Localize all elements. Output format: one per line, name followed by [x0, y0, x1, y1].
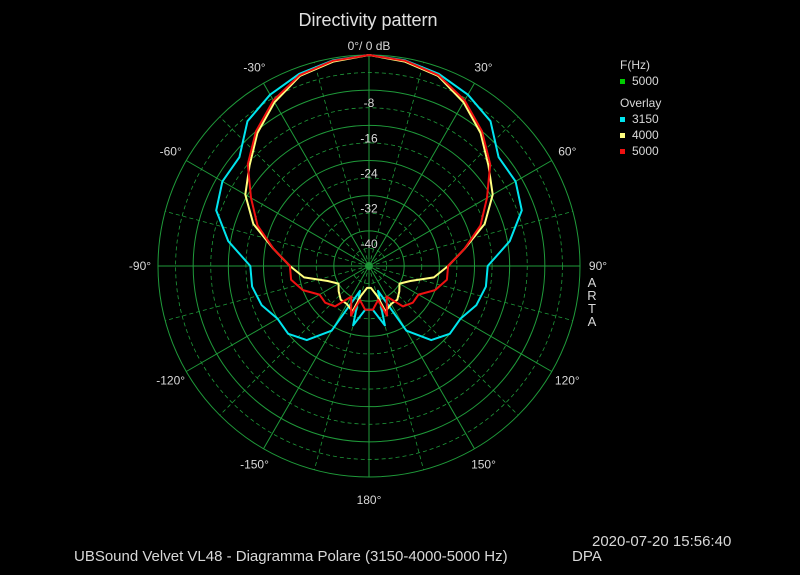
grid-spoke: [219, 265, 370, 416]
radial-tick-label: -24: [360, 167, 378, 181]
legend-label: 5000: [632, 74, 659, 88]
legend-label: 5000: [632, 144, 659, 158]
radial-tick-label: -32: [360, 202, 378, 216]
grid-spoke: [368, 116, 519, 267]
polar-grid: [157, 54, 581, 478]
angle-tick-label: 30°: [474, 61, 492, 75]
grid-spoke: [368, 160, 552, 267]
legend-item-overlay-4000: 4000: [620, 127, 661, 143]
angle-tick-label: 180°: [357, 493, 382, 507]
angle-tick-label: -150°: [240, 457, 269, 471]
chart-title: Directivity pattern: [298, 10, 438, 30]
angle-tick-label: -30°: [243, 61, 265, 75]
angle-tick-label: -90°: [129, 259, 151, 273]
legend-label: 4000: [632, 128, 659, 142]
grid-spoke: [368, 265, 573, 321]
footer-caption: UBSound Velvet VL48 - Diagramma Polare (…: [74, 548, 508, 565]
grid-spoke: [368, 62, 424, 267]
grid-spoke: [314, 62, 370, 267]
legend-swatch: [620, 132, 625, 138]
grid-spoke: [186, 160, 370, 267]
legend-item-overlay-5000: 5000: [620, 143, 661, 159]
legend-item-freq-5000: 5000: [620, 73, 661, 89]
angle-tick-label: -120°: [156, 374, 185, 388]
radial-tick-label: -16: [360, 131, 378, 145]
angle-tick-label: 150°: [471, 457, 496, 471]
legend-label: 3150: [632, 112, 659, 126]
legend-swatch: [620, 148, 625, 154]
polar-series: [215, 54, 523, 342]
grid-spoke: [263, 83, 370, 267]
grid-spoke: [368, 265, 519, 416]
angle-tick-label: 60°: [558, 145, 576, 159]
grid-spoke: [165, 265, 370, 321]
angle-tick-label: -60°: [160, 145, 182, 159]
radial-tick-label: 0°/ 0 dB: [348, 39, 391, 53]
legend-item-overlay-3150: 3150: [620, 111, 661, 127]
polar-labels: 0°/ 0 dB -8 -16 -24 -32 -40 -30° 30° -60° 60° -90°…: [129, 39, 607, 507]
legend-swatch: [620, 116, 625, 122]
angle-tick-label: 90°: [589, 259, 607, 273]
grid-spoke: [368, 83, 475, 267]
footer-tag: DPA: [572, 548, 602, 565]
angle-tick-label: 120°: [555, 374, 580, 388]
legend-overlay-header: Overlay: [620, 96, 662, 110]
grid-spoke: [219, 116, 370, 267]
datetime-stamp: 2020-07-20 15:56:40: [592, 533, 732, 550]
series-line-5000: [246, 54, 492, 317]
radial-tick-label: -40: [360, 237, 378, 251]
legend-swatch: [620, 78, 625, 84]
radial-tick-label: -8: [364, 96, 375, 110]
legend: F(Hz) 5000 Overlay 3150 4000 5000: [620, 57, 661, 159]
legend-freq-header: F(Hz): [620, 58, 650, 72]
